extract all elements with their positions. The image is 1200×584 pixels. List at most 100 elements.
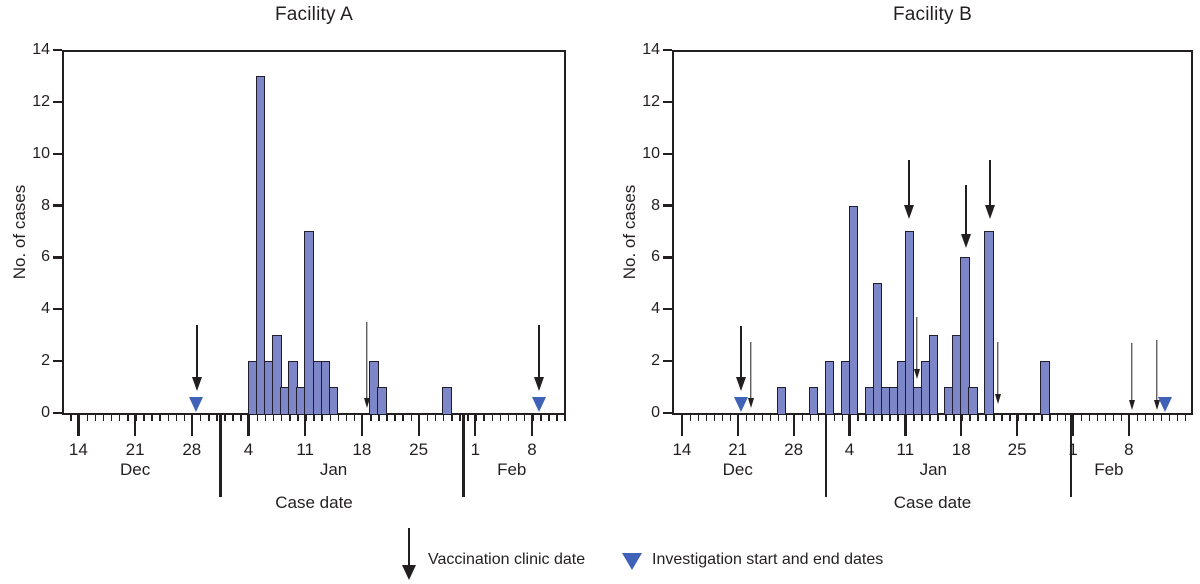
month-label: Dec [119,460,151,479]
arrow-shaft [195,324,198,379]
month-separator [824,413,827,497]
day-tick [1112,413,1115,421]
week-tick [904,413,907,436]
day-tick [329,413,331,421]
day-tick [1033,413,1035,421]
day-tick [540,413,542,421]
day-tick [272,413,275,421]
day-tick [745,413,748,421]
week-tick [530,413,534,436]
day-tick [689,413,692,421]
case-bar [872,283,883,415]
day-tick [1041,413,1043,421]
day-tick [1168,413,1171,421]
week-tick-label: 18 [352,440,372,459]
day-tick [183,413,186,421]
month-separator [219,413,222,497]
day-tick [386,413,388,421]
case-bar [442,387,452,415]
vaccination-arrow [191,324,202,391]
week-tick [474,413,477,436]
week-tick-label: 21 [728,440,748,459]
day-tick [216,413,218,421]
week-tick-label: 4 [844,440,855,459]
day-tick [345,413,348,421]
day-tick [873,413,875,421]
day-tick [434,413,437,421]
vaccination-arrow [913,316,920,380]
case-bar [928,335,939,415]
vaccination-arrow [534,324,545,391]
y-tick-label: 6 [41,248,50,266]
y-tick [663,256,672,259]
day-tick [945,413,947,421]
day-tick [507,413,510,421]
y-tick-label: 10 [32,144,50,162]
day-tick [769,413,772,421]
day-tick [548,413,550,421]
month-label: Feb [497,460,527,479]
day-tick [483,413,485,421]
legend-vaccination-arrow-icon [401,528,416,580]
week-tick-label: 1 [470,440,481,459]
day-tick [264,413,267,421]
day-tick [402,413,404,421]
arrow-head-icon [1128,399,1135,410]
day-tick [713,413,716,421]
week-tick [736,413,739,436]
vaccination-arrow [960,184,971,249]
day-tick [451,413,453,421]
day-tick [410,413,412,421]
week-tick-label: 21 [125,440,145,459]
month-separator [1069,413,1072,497]
vaccination-arrow [904,160,915,219]
day-tick [313,413,315,421]
vaccination-arrow [994,341,1001,404]
week-tick [417,413,420,436]
arrow-shaft [538,324,541,379]
day-tick [167,413,169,421]
week-tick [1015,413,1019,436]
week-tick [792,413,795,436]
day-tick [881,413,883,421]
week-tick-label: 28 [182,440,202,459]
week-tick [304,413,307,436]
day-tick [865,413,867,421]
week-tick-label: 11 [896,440,915,459]
arrow-head-icon [913,369,920,380]
week-tick-label: 4 [243,440,254,459]
investigation-triangle-icon [531,397,546,412]
y-tick [663,204,672,207]
y-tick [53,204,62,207]
y-tick [53,48,62,52]
arrow-shaft [740,326,743,379]
y-tick-label: 0 [41,404,50,421]
week-tick [1071,413,1075,436]
day-tick [705,413,708,421]
arrow-head-icon [904,204,915,219]
y-tick [663,152,672,155]
y-tick [53,359,62,363]
y-tick-label: 2 [41,352,50,370]
day-tick [761,413,764,421]
day-tick [1176,413,1179,421]
day-tick [102,413,105,421]
day-tick [86,413,88,421]
day-tick [1120,413,1123,421]
day-tick [1160,413,1163,421]
y-tick-label: 14 [32,40,50,58]
case-bar [304,231,315,415]
y-tick-label: 10 [642,144,660,162]
vaccination-arrow [364,322,371,408]
arrow-head-icon [960,234,971,249]
y-tick [53,100,62,104]
day-tick [240,413,242,421]
day-tick [1001,413,1003,421]
day-tick [70,413,72,421]
day-tick [110,413,113,421]
day-tick [175,413,178,421]
day-tick [953,413,955,421]
week-tick-label: 1 [1068,440,1078,459]
day-tick [159,413,161,421]
y-tick [663,308,672,311]
